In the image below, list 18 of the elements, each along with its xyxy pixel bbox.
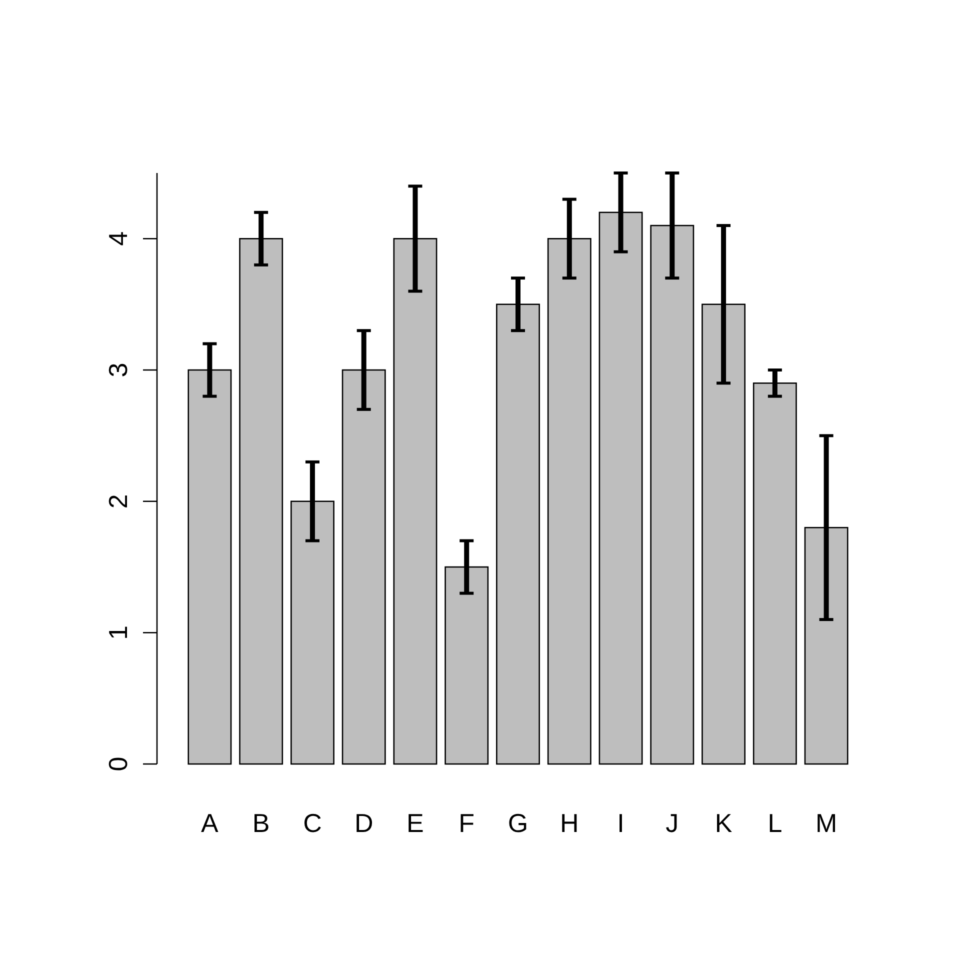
x-tick-label: K	[714, 808, 733, 838]
x-tick-label: I	[617, 808, 624, 838]
x-tick-label: B	[252, 808, 270, 838]
x-tick-label: G	[508, 808, 528, 838]
y-tick-label: 1	[103, 625, 133, 640]
x-tick-label: F	[458, 808, 475, 838]
x-tick-label: C	[303, 808, 322, 838]
x-tick-label: M	[815, 808, 838, 838]
x-tick-label: H	[560, 808, 579, 838]
x-tick-label: J	[666, 808, 679, 838]
x-tick-label: L	[768, 808, 782, 838]
y-tick-label: 2	[103, 494, 133, 509]
y-tick-label: 4	[103, 231, 133, 246]
x-tick-label: E	[406, 808, 424, 838]
x-tick-label: D	[354, 808, 374, 838]
y-tick-label: 0	[103, 756, 133, 772]
x-tick-label: A	[201, 808, 220, 838]
y-tick-label: 3	[103, 362, 133, 378]
